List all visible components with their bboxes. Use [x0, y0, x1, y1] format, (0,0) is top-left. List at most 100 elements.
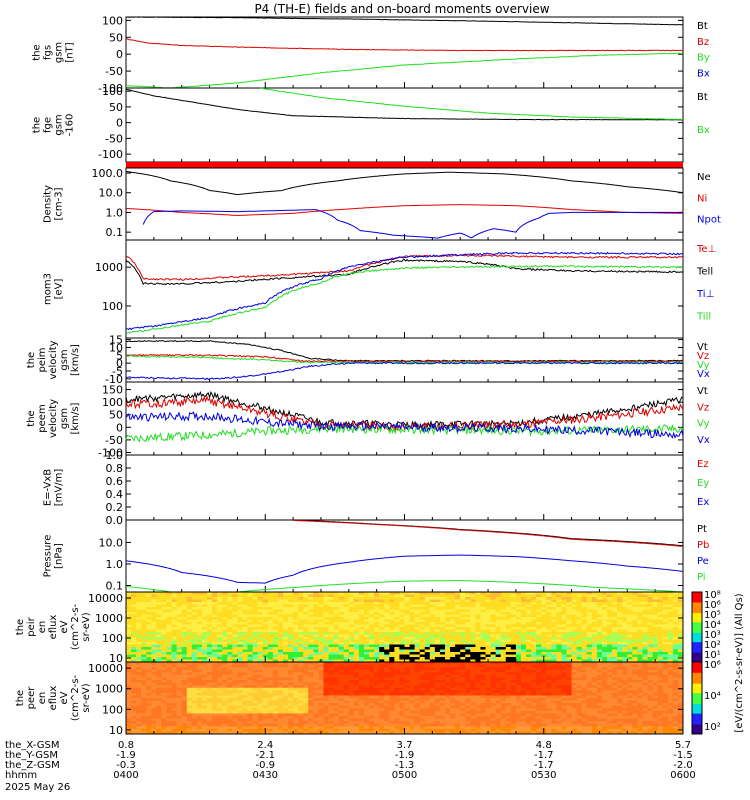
spectrogram-cell [318, 674, 324, 678]
spectrogram-cell [414, 614, 421, 618]
spectrogram-cell [328, 632, 335, 635]
spectrogram-cell [308, 652, 314, 655]
spectrogram-cell [384, 617, 390, 620]
spectrogram-cell [191, 642, 198, 645]
spectrogram-cell [282, 619, 289, 623]
spectrogram-cell [308, 674, 314, 678]
spectrogram-cell [363, 592, 370, 595]
spectrogram-cell [222, 624, 228, 628]
spectrogram-cell [429, 644, 436, 648]
spectrogram-cell [298, 597, 304, 600]
spectrogram-cell [500, 632, 507, 635]
spectrogram-cell [186, 664, 193, 668]
spectrogram-cell [672, 654, 679, 658]
spectrogram-cell [171, 690, 178, 694]
spectrogram-cell [394, 680, 400, 683]
spectrogram-cell [156, 677, 162, 681]
spectrogram-cell [384, 597, 390, 600]
spectrogram-cell [576, 602, 583, 605]
spectrogram-cell [541, 622, 547, 625]
spectrogram-cell [318, 609, 324, 613]
spectrogram-cell [551, 612, 557, 615]
spectrogram-cell [480, 629, 486, 633]
spectrogram-cell [308, 682, 314, 686]
spectrogram-cell [642, 609, 648, 613]
spectrogram-cell [445, 599, 451, 603]
spectrogram-cell [495, 652, 502, 655]
spectrogram-cell [637, 629, 643, 633]
spectrogram-cell [242, 718, 248, 722]
spectrogram-cell [146, 710, 152, 714]
spectrogram-cell [156, 614, 162, 618]
spectrogram-cell [596, 639, 603, 643]
spectrogram-cell [257, 647, 264, 650]
spectrogram-cell [237, 708, 243, 712]
spectrogram-cell [434, 637, 441, 640]
spectrogram-cell [652, 644, 659, 648]
spectrogram-cell [186, 622, 193, 625]
spectrogram-cell [662, 597, 669, 600]
spectrogram-cell [445, 604, 451, 608]
spectrogram-cell [176, 614, 183, 618]
spectrogram-cell [227, 716, 233, 719]
spectrogram-cell [652, 614, 659, 618]
spectrogram-cell [303, 677, 309, 681]
spectrogram-cell [288, 710, 294, 714]
spectrogram-cell [171, 619, 178, 623]
spectrogram-cell [201, 592, 208, 595]
spectrogram-cell [677, 649, 684, 653]
spectrogram-cell [667, 599, 674, 603]
spectrogram-cell [176, 612, 183, 615]
spectrogram-cell [399, 642, 405, 645]
spectrogram-cell [257, 602, 264, 605]
spectrogram-cell [247, 637, 253, 640]
spectrogram-cell [515, 599, 522, 603]
spectrogram-cell [657, 624, 664, 628]
spectrogram-cell [293, 700, 299, 704]
spectrogram-cell [520, 649, 527, 653]
spectrogram-cell [358, 695, 365, 699]
spectrogram-cell [151, 624, 157, 628]
spectrogram-cell [389, 690, 395, 694]
spectrogram-cell [409, 652, 416, 655]
spectrogram-cell [419, 597, 426, 600]
spectrogram-cell [126, 705, 132, 709]
spectrogram-cell [520, 592, 527, 595]
spectrogram-cell [389, 682, 395, 686]
spectrogram-cell [642, 599, 648, 603]
spectrogram-cell [146, 708, 152, 712]
spectrogram-cell [546, 617, 552, 620]
spectrogram-cell [328, 680, 335, 683]
spectrogram-cell [323, 685, 329, 689]
spectrogram-cell [546, 622, 552, 625]
spectrogram-cell [520, 657, 527, 660]
legend-Vy: Vy [697, 419, 710, 430]
spectrogram-cell [591, 654, 598, 658]
spectrogram-cell [460, 659, 466, 663]
spectrogram-cell [607, 639, 613, 643]
spectrogram-cell [510, 642, 517, 645]
spectrogram-cell [439, 657, 446, 660]
spectrogram-cell [445, 657, 451, 660]
spectrogram-cell [126, 599, 132, 603]
y-tick-label: 0.0 [106, 514, 124, 527]
spectrogram-cell [657, 619, 664, 623]
spectrogram-cell [156, 604, 162, 608]
spectrogram-cell [252, 609, 259, 613]
spectrogram-cell [131, 634, 137, 638]
spectrogram-cell [131, 662, 137, 665]
spectrogram-cell [409, 649, 416, 653]
spectrogram-cell [318, 599, 324, 603]
spectrogram-cell [677, 592, 684, 595]
spectrogram-cell [303, 700, 309, 704]
spectrogram-cell [217, 649, 223, 653]
spectrogram-cell [379, 654, 385, 658]
spectrogram-cell [298, 674, 304, 678]
spectrogram-cell [212, 632, 218, 635]
spectrogram-cell [227, 649, 233, 653]
spectrogram-cell [247, 695, 253, 699]
spectrogram-cell [257, 624, 264, 628]
spectrogram-cell [191, 612, 198, 615]
spectrogram-cell [358, 614, 365, 618]
